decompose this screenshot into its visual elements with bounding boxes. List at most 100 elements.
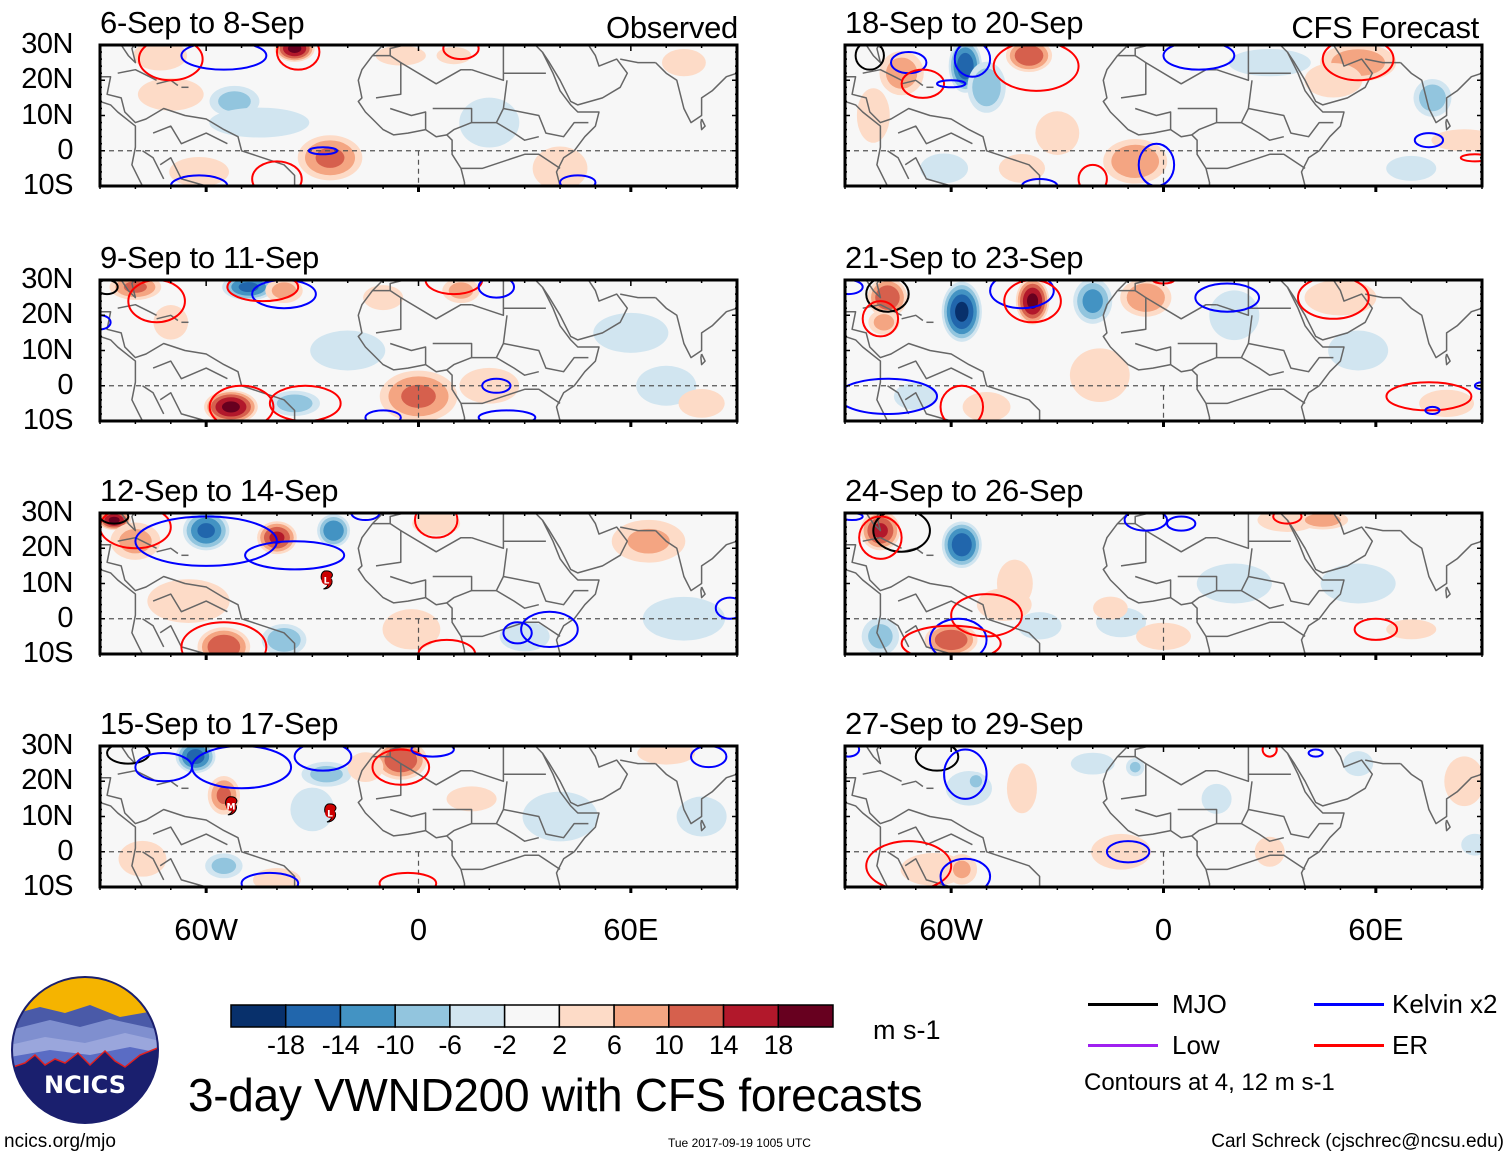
- anomaly-fill: [1017, 612, 1062, 640]
- anomaly-fill: [1419, 84, 1446, 112]
- anomaly-fill: [1070, 752, 1115, 775]
- contour-er: [442, 45, 480, 61]
- contour-kelvin: [191, 746, 293, 790]
- coastline: [446, 356, 472, 371]
- coastline: [461, 854, 561, 871]
- coastline: [1241, 589, 1284, 609]
- anomaly-fill: [147, 579, 230, 623]
- coastline: [534, 513, 600, 654]
- colorbar-swatch: [503, 1004, 561, 1028]
- colorbar-swatch: [668, 1004, 725, 1028]
- coastline: [375, 522, 402, 567]
- coastline: [897, 360, 973, 380]
- footer-url[interactable]: ncics.org/mjo: [4, 1131, 116, 1152]
- panel-title: 15-Sep to 17-Sep: [100, 706, 339, 741]
- anomaly-fill: [1431, 129, 1482, 152]
- panel-title: 27-Sep to 29-Sep: [845, 706, 1084, 741]
- anomaly-fill: [1136, 622, 1191, 651]
- contour-kelvin: [845, 513, 864, 522]
- contour-kelvin: [845, 280, 864, 296]
- colorbar-tick-label: -10: [376, 1030, 414, 1060]
- coastline: [1400, 530, 1482, 592]
- anomaly-fill: [1328, 330, 1389, 371]
- x-tick-label: 60E: [1348, 912, 1404, 947]
- coastline: [1102, 45, 1211, 186]
- contour-mjo: [100, 513, 130, 525]
- colorbar-swatch: [449, 1004, 506, 1028]
- y-tick-label: 10N: [21, 98, 73, 131]
- contour-er: [1003, 280, 1062, 324]
- coastline: [446, 589, 472, 604]
- contour-er: [413, 513, 459, 539]
- coastline: [1279, 746, 1345, 887]
- contour-kelvin: [928, 617, 988, 654]
- anomaly-fill: [1006, 763, 1037, 814]
- colorbar-tick-label: -2: [493, 1030, 517, 1060]
- y-tick-label: 30N: [21, 28, 73, 60]
- coastline: [471, 280, 505, 317]
- y-tick-label: 0: [57, 834, 73, 867]
- coastline: [862, 536, 902, 549]
- coastline: [372, 280, 405, 292]
- y-tick-label: 10S: [22, 404, 74, 436]
- y-tick-label: 10N: [21, 566, 73, 599]
- coastline: [142, 618, 165, 648]
- coastline: [375, 54, 402, 99]
- legend-label-kelvin: Kelvin x2: [1392, 989, 1498, 1019]
- coastline: [503, 107, 589, 138]
- coastline: [117, 303, 157, 316]
- coastline: [100, 543, 296, 654]
- anomaly-fill: [972, 68, 1001, 107]
- contour-kelvin: [1162, 45, 1236, 71]
- coastline: [142, 851, 165, 881]
- storm-letter: M: [226, 802, 235, 812]
- colorbar-swatch: [613, 1004, 670, 1028]
- coastline: [845, 75, 1041, 186]
- anomaly-fill: [522, 791, 598, 842]
- anomaly-fill: [382, 609, 441, 650]
- coastline: [1120, 755, 1147, 800]
- coastline: [655, 297, 737, 359]
- anomaly-fill: [951, 533, 972, 557]
- coastline: [904, 157, 952, 186]
- coastline: [1206, 153, 1306, 170]
- contour-kelvin: [364, 409, 402, 421]
- y-tick-label: 30N: [21, 263, 73, 295]
- coastline: [372, 513, 405, 525]
- coastline: [541, 746, 629, 807]
- coastline: [1145, 762, 1217, 786]
- coastline: [1120, 522, 1147, 567]
- coastline: [159, 625, 207, 654]
- coastline: [1286, 746, 1374, 807]
- coastline: [496, 356, 539, 376]
- coastline: [1191, 356, 1217, 371]
- contour-er: [1459, 153, 1482, 163]
- coastline: [100, 568, 144, 654]
- coastline: [1145, 296, 1217, 320]
- coastline: [100, 776, 296, 887]
- coastline: [845, 100, 889, 186]
- anomaly-fill: [893, 382, 938, 410]
- coastline: [496, 822, 539, 842]
- coastline: [100, 100, 144, 186]
- coastline: [159, 858, 207, 887]
- contour-kelvin: [251, 280, 317, 310]
- x-tick-label: 0: [1154, 912, 1173, 947]
- contour-kelvin: [477, 409, 537, 421]
- anomaly-fill: [1082, 289, 1103, 314]
- legend-label-low: Low: [1172, 1030, 1220, 1060]
- map-panel: [843, 511, 1484, 660]
- coastline: [1134, 342, 1172, 365]
- anomaly-fill: [1304, 513, 1341, 527]
- anomaly-fill: [952, 860, 971, 879]
- coastline: [1400, 62, 1482, 124]
- coastline: [1134, 808, 1172, 831]
- coastline: [1216, 746, 1250, 783]
- y-tick-label: 30N: [21, 496, 73, 528]
- coastline: [1248, 342, 1334, 373]
- anomaly-fill: [1320, 563, 1396, 604]
- coastline: [389, 575, 427, 598]
- coastline: [1191, 822, 1217, 837]
- anomaly-fill: [375, 45, 426, 66]
- coastline: [152, 360, 228, 380]
